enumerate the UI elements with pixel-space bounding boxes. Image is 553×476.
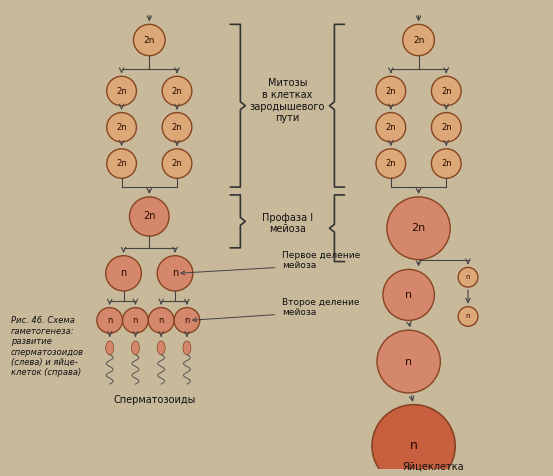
Circle shape <box>97 307 123 333</box>
Text: 2n: 2n <box>144 36 155 45</box>
Text: n: n <box>133 316 138 325</box>
Text: 2n: 2n <box>385 159 396 168</box>
Text: n: n <box>405 290 412 300</box>
Circle shape <box>376 149 406 178</box>
Text: 2n: 2n <box>441 159 452 168</box>
Circle shape <box>106 256 142 291</box>
Circle shape <box>431 76 461 106</box>
Circle shape <box>431 112 461 142</box>
Text: 2n: 2n <box>411 223 426 233</box>
Ellipse shape <box>132 341 139 355</box>
Text: Профаза I
мейоза: Профаза I мейоза <box>262 213 313 234</box>
Text: n: n <box>405 357 412 367</box>
Text: 2n: 2n <box>171 87 182 96</box>
Text: Яйцеклетка: Яйцеклетка <box>403 462 464 472</box>
Circle shape <box>372 405 455 476</box>
Circle shape <box>376 76 406 106</box>
Circle shape <box>133 24 165 56</box>
Text: 2n: 2n <box>171 159 182 168</box>
Text: n: n <box>159 316 164 325</box>
Text: Митозы
в клетках
зародышевого
пути: Митозы в клетках зародышевого пути <box>250 79 325 123</box>
Circle shape <box>376 112 406 142</box>
Circle shape <box>403 24 435 56</box>
Text: 2n: 2n <box>385 123 396 132</box>
Text: 2n: 2n <box>143 211 155 221</box>
Text: 2n: 2n <box>171 123 182 132</box>
Text: 2n: 2n <box>385 87 396 96</box>
Text: n: n <box>184 316 190 325</box>
Circle shape <box>162 112 192 142</box>
Ellipse shape <box>157 341 165 355</box>
Text: n: n <box>121 268 127 278</box>
Circle shape <box>431 149 461 178</box>
Text: 2n: 2n <box>441 123 452 132</box>
Text: Второе деление
мейоза: Второе деление мейоза <box>283 298 360 317</box>
Circle shape <box>174 307 200 333</box>
Text: Рис. 46. Схема
гаметогенеза:
развитие
сперматозоидов
(слева) и яйце-
клеток (спр: Рис. 46. Схема гаметогенеза: развитие сп… <box>11 317 84 377</box>
Ellipse shape <box>183 341 191 355</box>
Circle shape <box>162 149 192 178</box>
Circle shape <box>123 307 148 333</box>
Circle shape <box>162 76 192 106</box>
Text: n: n <box>107 316 112 325</box>
Circle shape <box>107 112 137 142</box>
Circle shape <box>387 197 450 259</box>
Text: n: n <box>172 268 178 278</box>
Ellipse shape <box>106 341 114 355</box>
Circle shape <box>107 76 137 106</box>
Text: n: n <box>410 439 418 452</box>
Text: Первое деление
мейоза: Первое деление мейоза <box>283 251 361 270</box>
Circle shape <box>458 268 478 287</box>
Text: 2n: 2n <box>116 159 127 168</box>
Circle shape <box>157 256 193 291</box>
Circle shape <box>129 197 169 236</box>
Circle shape <box>107 149 137 178</box>
Circle shape <box>458 307 478 326</box>
Text: 2n: 2n <box>413 36 424 45</box>
Text: n: n <box>466 314 470 319</box>
Circle shape <box>383 269 435 320</box>
Text: n: n <box>466 274 470 280</box>
Text: 2n: 2n <box>116 123 127 132</box>
Text: 2n: 2n <box>441 87 452 96</box>
Text: Сперматозоиды: Сперматозоиды <box>113 395 195 405</box>
Circle shape <box>148 307 174 333</box>
Text: 2n: 2n <box>116 87 127 96</box>
Circle shape <box>377 330 440 393</box>
